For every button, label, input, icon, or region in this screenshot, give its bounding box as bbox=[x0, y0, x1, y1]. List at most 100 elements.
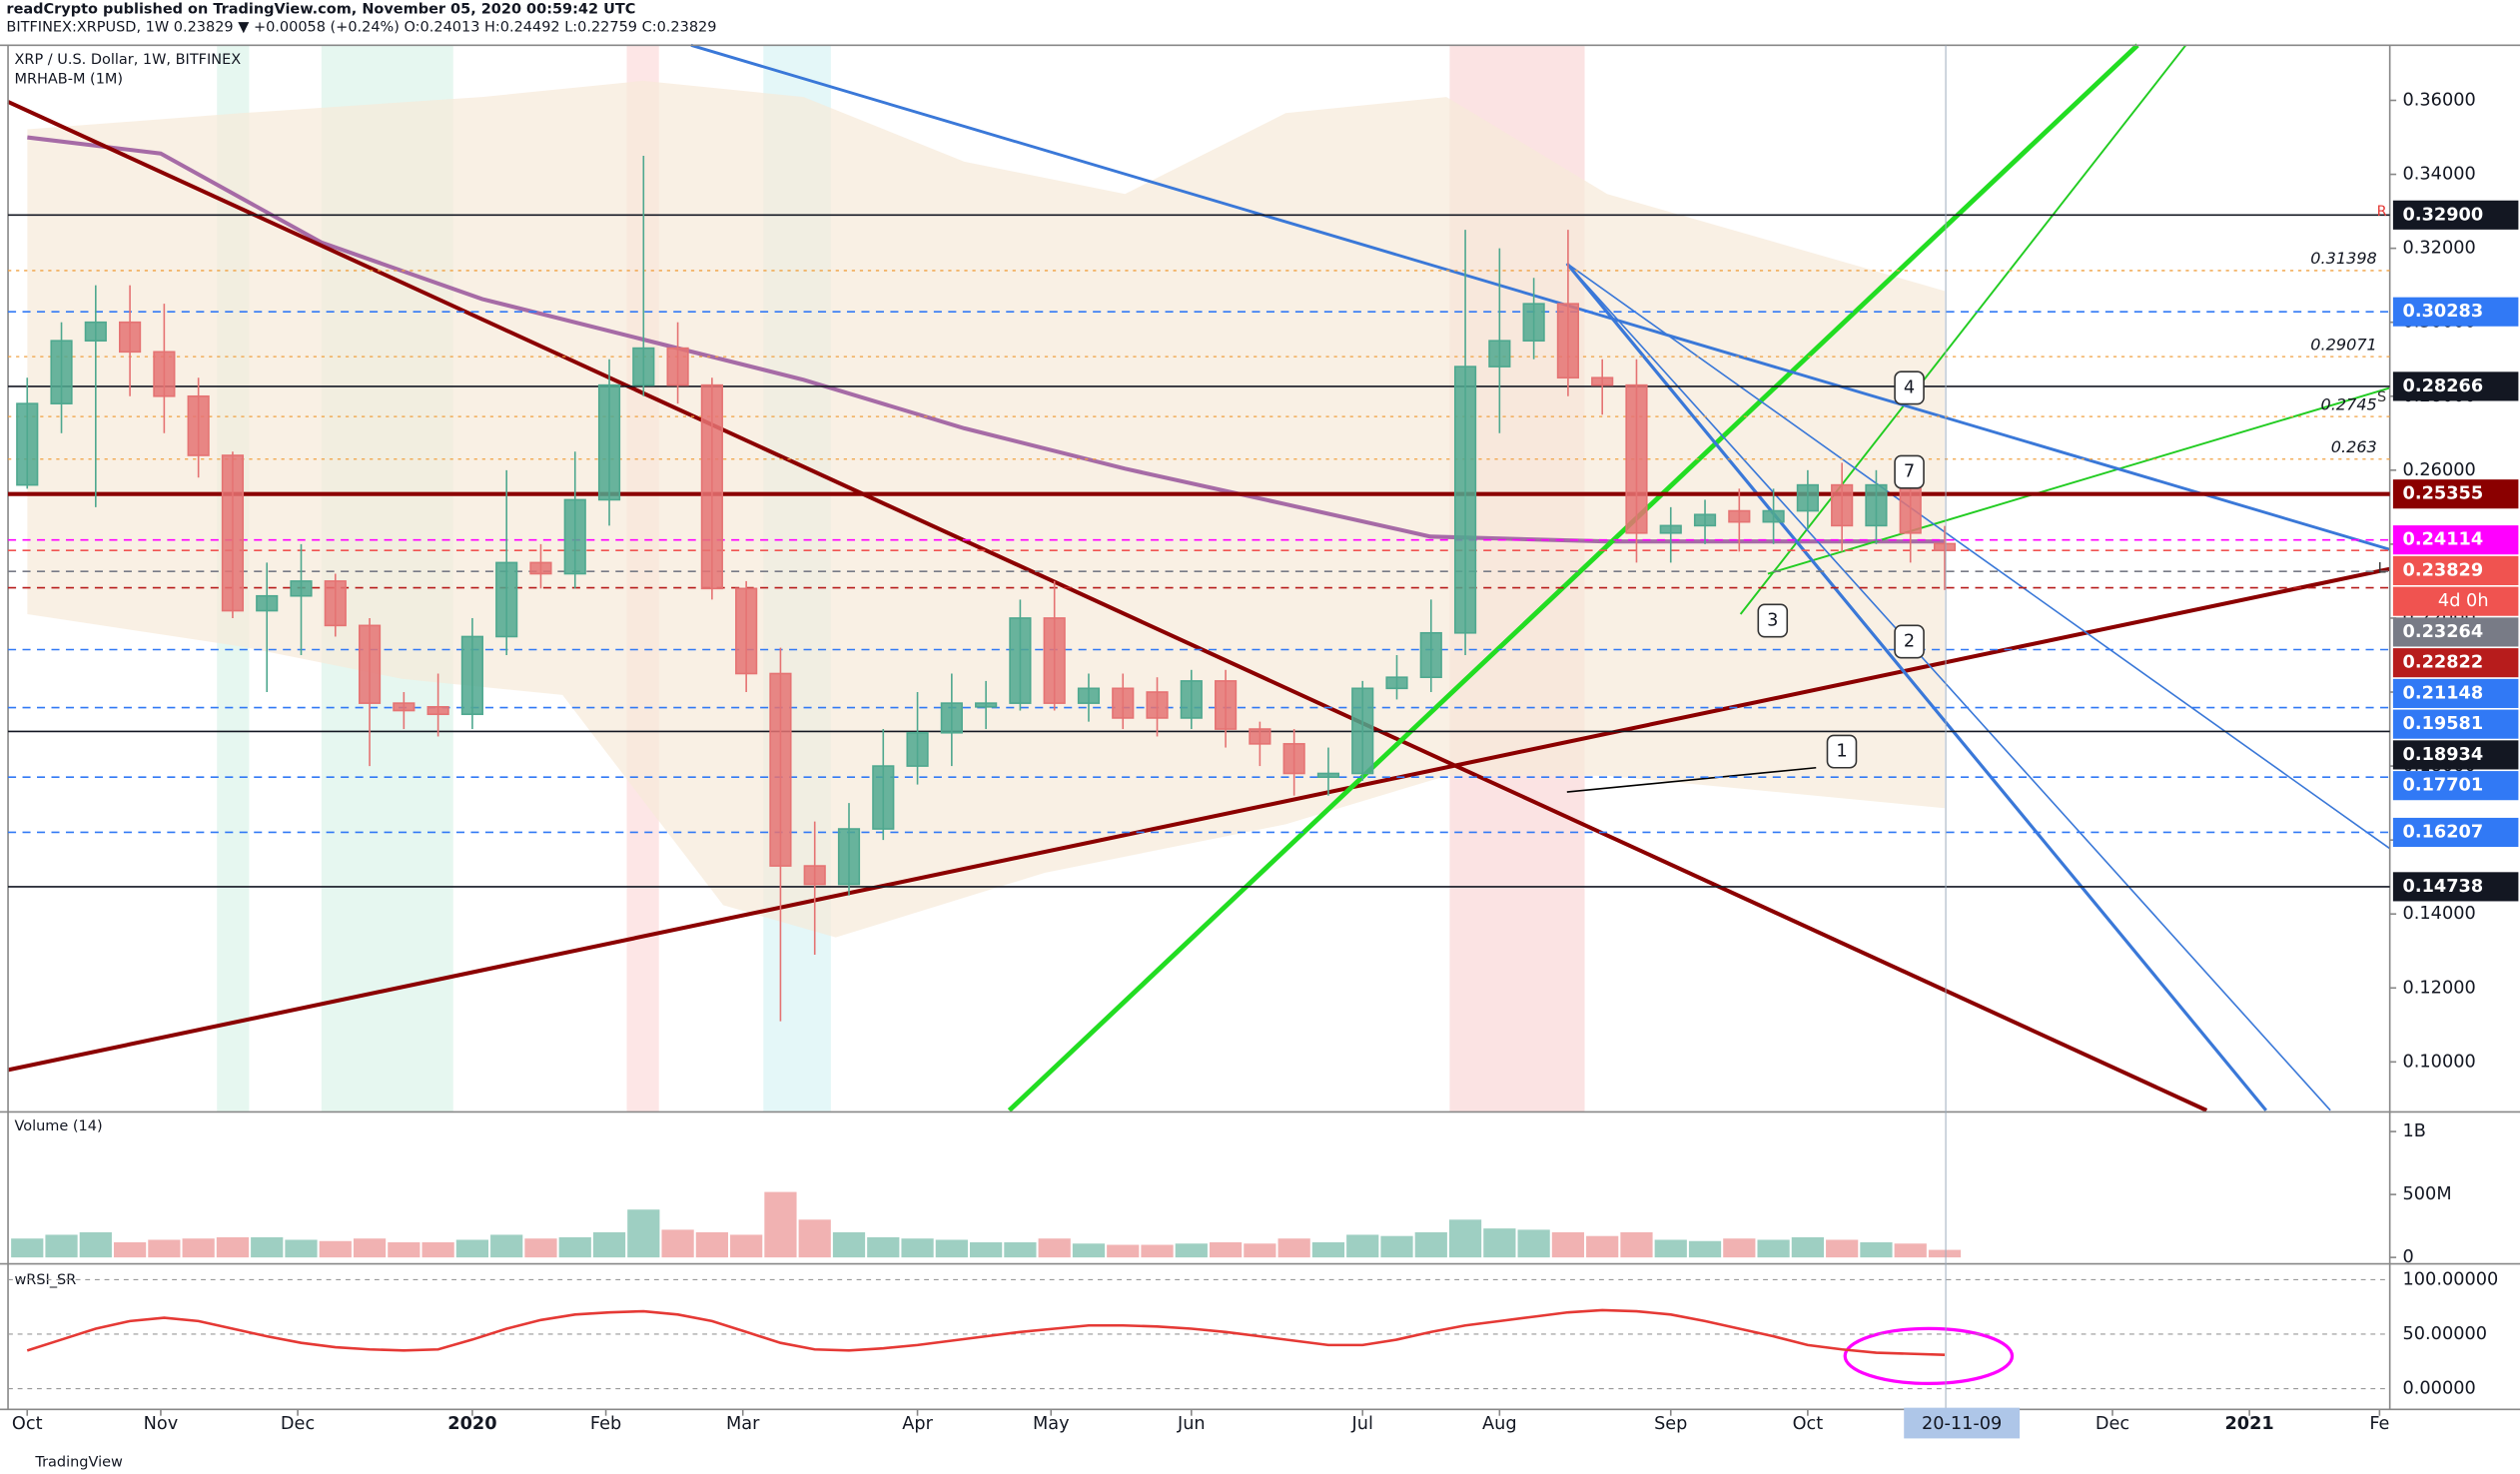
level-label: 0.30283 bbox=[2403, 302, 2484, 322]
candle-body bbox=[906, 731, 929, 767]
volume-bar bbox=[867, 1236, 900, 1258]
candle-body bbox=[1899, 483, 1922, 534]
volume-bar bbox=[524, 1238, 557, 1258]
volume-bar bbox=[592, 1231, 626, 1258]
candle-body bbox=[1556, 303, 1579, 379]
volume-bar bbox=[45, 1234, 78, 1258]
candle-body bbox=[666, 347, 689, 386]
volume-bar bbox=[1483, 1228, 1516, 1258]
cloud bbox=[27, 80, 1945, 938]
candle-body bbox=[1146, 691, 1169, 719]
trend-line bbox=[1565, 262, 2268, 1111]
volume-bar bbox=[1723, 1238, 1756, 1258]
x-tick-label: Oct bbox=[1793, 1414, 1824, 1434]
x-tick-label: Sep bbox=[1654, 1414, 1687, 1434]
volume-bar bbox=[1141, 1244, 1174, 1258]
candle-body bbox=[563, 498, 586, 575]
level-tag bbox=[2392, 617, 2519, 647]
candle-body bbox=[975, 702, 998, 708]
volume-bar bbox=[798, 1219, 831, 1258]
volume-bar bbox=[216, 1236, 250, 1258]
volume-bar bbox=[1826, 1239, 1859, 1258]
volume-bar bbox=[421, 1242, 454, 1258]
rsi-line bbox=[26, 1308, 1946, 1356]
volume-bar bbox=[388, 1242, 420, 1258]
callout-box bbox=[1826, 734, 1858, 769]
volume-bar bbox=[353, 1238, 387, 1258]
annotation: L bbox=[2378, 561, 2387, 577]
volume-bar bbox=[319, 1240, 352, 1258]
annotation: S bbox=[2377, 389, 2386, 405]
candle-body bbox=[872, 765, 895, 830]
volume-bar bbox=[1004, 1242, 1037, 1258]
candle-body bbox=[1933, 542, 1957, 552]
candle-body bbox=[50, 340, 73, 404]
x-tick-label: 2021 bbox=[2224, 1414, 2273, 1434]
x-tick-label: Dec bbox=[281, 1414, 315, 1434]
volume-bar bbox=[1791, 1236, 1824, 1258]
candle-body bbox=[358, 624, 382, 704]
candle-body bbox=[700, 383, 723, 590]
level-tag bbox=[2392, 678, 2519, 708]
chart-title: XRP / U.S. Dollar, 1W, BITFINEX bbox=[14, 52, 241, 68]
candle-body bbox=[1728, 509, 1751, 523]
volume-bar bbox=[182, 1238, 215, 1258]
trend-lines bbox=[7, 43, 2391, 1112]
level-tag bbox=[2392, 555, 2519, 585]
trend-line bbox=[1566, 263, 2331, 1111]
volume-bar bbox=[490, 1234, 523, 1258]
level-tag bbox=[2392, 525, 2519, 555]
level-label: 0.18934 bbox=[2403, 745, 2484, 765]
volume-bar bbox=[1311, 1242, 1345, 1258]
volume-bar bbox=[970, 1242, 1003, 1258]
volume-bar bbox=[285, 1239, 318, 1258]
candle-body bbox=[1762, 509, 1785, 523]
x-tick-label: Jul bbox=[1351, 1414, 1373, 1434]
fib-label: 0.31398 bbox=[2310, 249, 2376, 268]
trend-line bbox=[1767, 386, 2390, 575]
candle-body bbox=[1453, 366, 1477, 634]
candle-body bbox=[16, 402, 39, 486]
callout-box bbox=[1894, 370, 1925, 405]
countdown-tag bbox=[2392, 586, 2519, 616]
symbol-line: BITFINEX:XRPUSD, 1W 0.23829 ▼ +0.00058 (… bbox=[6, 19, 716, 35]
level-tag bbox=[2392, 200, 2519, 230]
annotation: 4 bbox=[1904, 377, 1915, 397]
candle-body bbox=[1215, 680, 1238, 730]
rsi-title: wRSI_SR bbox=[14, 1272, 76, 1288]
level-label: 0.19581 bbox=[2403, 714, 2484, 734]
trend-line bbox=[7, 566, 2391, 1073]
candle-body bbox=[1249, 728, 1271, 745]
volume-tick-label: 500M bbox=[2403, 1184, 2452, 1204]
level-label: 0.25355 bbox=[2403, 484, 2484, 504]
candle-body bbox=[324, 580, 347, 627]
volume-bar bbox=[455, 1239, 489, 1258]
candle-body bbox=[1043, 617, 1066, 704]
level-tag bbox=[2392, 297, 2519, 327]
countdown: 4d 0h bbox=[2438, 591, 2489, 611]
candle-body bbox=[769, 672, 792, 867]
trend-line bbox=[690, 43, 2391, 551]
rsi-tick-label: 100.00000 bbox=[2403, 1269, 2499, 1289]
level-label: 0.17701 bbox=[2403, 776, 2484, 796]
trend-line bbox=[1566, 263, 2391, 850]
candle-body bbox=[735, 587, 758, 675]
x-tick-label: Feb bbox=[590, 1414, 621, 1434]
annotation: 7 bbox=[1904, 462, 1915, 482]
volume-bar bbox=[627, 1209, 660, 1258]
volume-bar bbox=[730, 1234, 763, 1258]
volume-bar bbox=[1209, 1242, 1243, 1258]
candle-body bbox=[940, 702, 963, 734]
level-label: 0.23829 bbox=[2403, 560, 2484, 580]
volume-bar bbox=[113, 1242, 147, 1258]
candle-body bbox=[1831, 483, 1854, 527]
x-tick-label: Apr bbox=[902, 1414, 933, 1434]
callout-box bbox=[1894, 624, 1925, 659]
candle-body bbox=[837, 828, 861, 886]
volume-bar bbox=[901, 1238, 934, 1258]
candle-body bbox=[221, 454, 245, 612]
volume-bar bbox=[1757, 1239, 1790, 1258]
x-tick-label: Oct bbox=[12, 1414, 43, 1434]
volume-bar bbox=[1346, 1234, 1379, 1258]
volume-bar bbox=[661, 1229, 694, 1258]
